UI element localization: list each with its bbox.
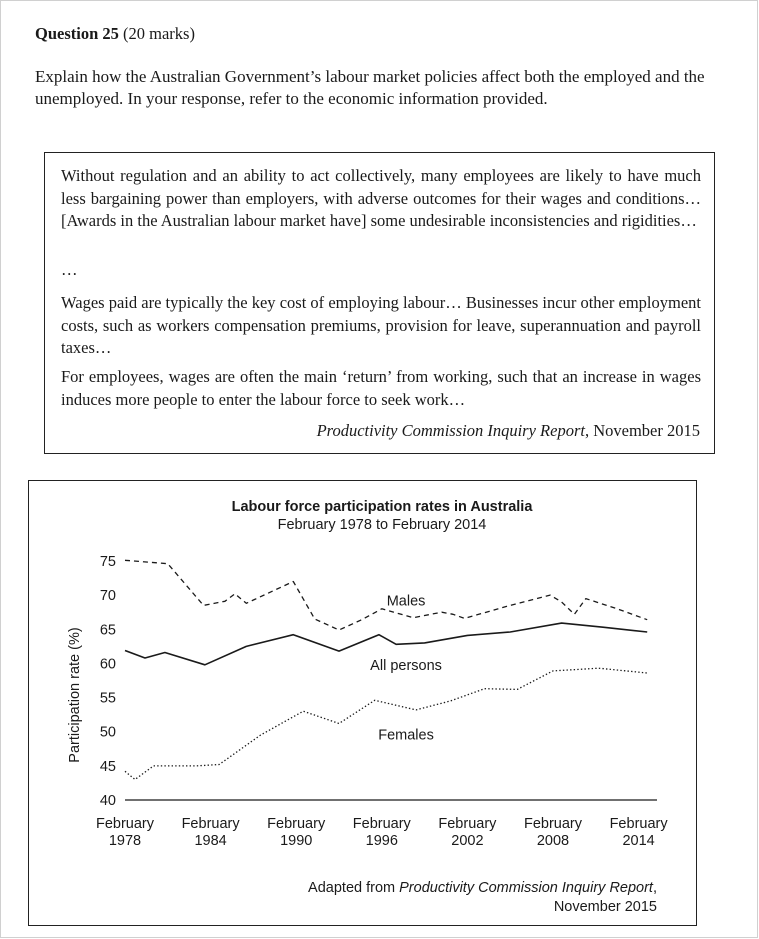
x-tick-label-year: 1996 <box>366 833 398 849</box>
x-tick-label-month: February <box>353 816 412 832</box>
y-tick-label: 60 <box>100 656 116 672</box>
question-number: Question 25 <box>35 24 119 43</box>
y-axis-label: Participation rate (%) <box>67 627 83 762</box>
y-tick-label: 65 <box>100 622 116 638</box>
x-tick-label-month: February <box>267 816 326 832</box>
series-annotations: Males All persons Females <box>370 594 442 744</box>
y-tick-label: 55 <box>100 691 116 707</box>
x-tick-label-year: 1984 <box>194 833 226 849</box>
x-tick-label-month: February <box>96 816 155 832</box>
x-tick-label-year: 2008 <box>537 833 569 849</box>
chart-source-date: November 2015 <box>553 899 657 915</box>
extract-citation: Productivity Commission Inquiry Report, … <box>317 421 700 441</box>
source-extract-box: Without regulation and an ability to act… <box>44 152 715 454</box>
y-tick-label: 75 <box>100 554 116 570</box>
x-tick-label-year: 2002 <box>451 833 483 849</box>
extract-paragraph-1: Without regulation and an ability to act… <box>61 166 701 230</box>
series-line-females <box>124 667 648 781</box>
y-tick-label: 40 <box>100 793 116 809</box>
y-tick-label: 50 <box>100 725 116 741</box>
question-prompt: Explain how the Australian Government’s … <box>35 67 705 108</box>
series-line-all-persons <box>124 622 648 666</box>
series-annotation: Males <box>387 594 426 610</box>
chart-source-prefix: Adapted from <box>308 880 400 896</box>
extract-ellipsis: … <box>61 260 78 279</box>
y-tick-label: 70 <box>100 588 116 604</box>
chart-source-title: Productivity Commission Inquiry Report <box>399 880 653 896</box>
series-line-males <box>124 559 648 631</box>
series-lines <box>124 559 648 781</box>
chart-source: Adapted from Productivity Commission Inq… <box>308 880 657 915</box>
question-marks: (20 marks) <box>123 24 195 43</box>
question-heading: Question 25 (20 marks) <box>35 24 195 44</box>
x-tick-label-month: February <box>524 816 583 832</box>
chart-subtitle: February 1978 to February 2014 <box>278 517 487 533</box>
y-tick-label: 45 <box>100 759 116 775</box>
citation-title: Productivity Commission Inquiry Report <box>316 421 585 440</box>
citation-date: , November 2015 <box>584 421 700 440</box>
extract-paragraph-3: For employees, wages are often the main … <box>61 367 701 409</box>
participation-chart: Labour force participation rates in Aust… <box>67 499 668 849</box>
x-tick-label-year: 1990 <box>280 833 312 849</box>
series-annotation: Females <box>378 727 434 743</box>
series-annotation: All persons <box>370 658 442 674</box>
x-tick-label-month: February <box>182 816 241 832</box>
x-tick-label-year: 1978 <box>109 833 141 849</box>
x-tick-label-month: February <box>438 816 497 832</box>
chart-title: Labour force participation rates in Aust… <box>232 499 534 515</box>
tick-labels: 7570656055504540February1978February1984… <box>96 554 668 849</box>
x-tick-label-month: February <box>610 816 669 832</box>
extract-paragraph-2: Wages paid are typically the key cost of… <box>61 293 701 357</box>
chart-box: Labour force participation rates in Aust… <box>28 480 697 926</box>
x-tick-label-year: 2014 <box>622 833 654 849</box>
